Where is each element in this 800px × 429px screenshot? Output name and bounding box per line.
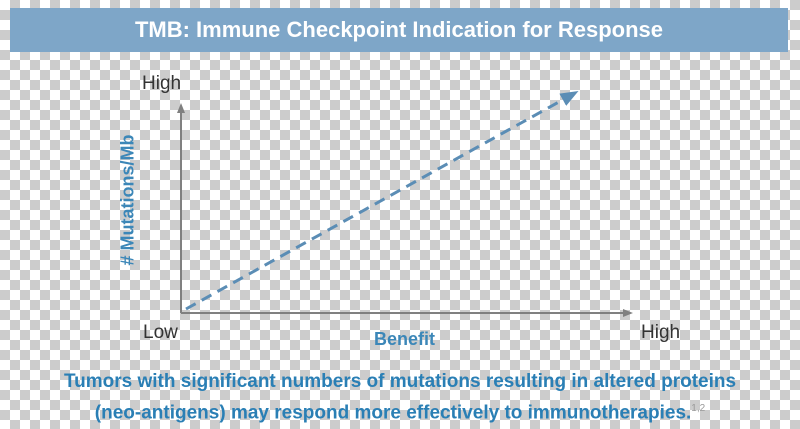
y-axis-high-label: High [142, 73, 182, 94]
caption-line-1: Tumors with significant numbers of mutat… [63, 371, 737, 392]
trend-line [185, 91, 579, 311]
title-bar: TMB: Immune Checkpoint Indication for Re… [10, 8, 788, 52]
caption: Tumors with significant numbers of mutat… [20, 368, 780, 426]
x-axis-title: Benefit [374, 329, 436, 349]
caption-citation: 1,2 [691, 403, 706, 414]
caption-line-2-text: (neo-antigens) may respond more effectiv… [94, 402, 692, 424]
x-axis-high-label: High [641, 322, 681, 343]
page-title: TMB: Immune Checkpoint Indication for Re… [134, 17, 664, 42]
y-axis-title-text: # Mutations/Mb [117, 134, 138, 266]
x-axis-low-label: Low [143, 322, 178, 343]
caption-line-2: (neo-antigens) may respond more effectiv… [20, 395, 780, 426]
